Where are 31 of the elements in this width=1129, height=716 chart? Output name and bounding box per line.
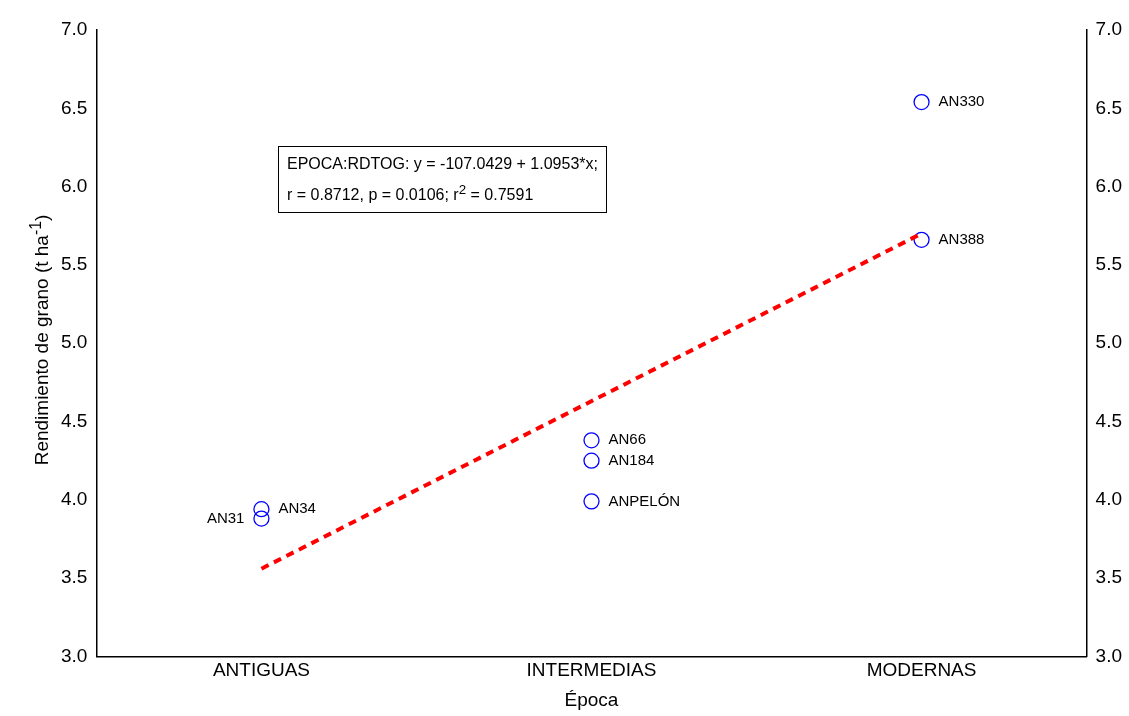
y-tick-label: 4.0 [60,488,88,510]
annotation: AN330 [938,92,985,110]
y-tick-label: 7.0 [60,18,88,40]
y2-tick-label: 3.5 [1095,566,1123,588]
annotation: ANPELÓN [608,491,681,509]
y-tick-label: 3.5 [60,566,88,588]
x-tick-label: INTERMEDIAS [526,659,657,681]
annotation: AN31 [206,508,245,526]
annotation: EPOCA:RDTOG: y = -107.0429 + 1.0953*x; [287,155,598,172]
annotation: AN34 [278,499,316,517]
y2-tick-label: 6.5 [1095,96,1123,118]
x-tick-label: ANTIGUAS [212,659,310,681]
y-tick-label: 5.5 [60,253,88,275]
y2-tick-label: 4.5 [1095,409,1123,431]
annotation: r = 0.8712, p = 0.0106; r$^{2}$ = 0.7591 [287,182,534,204]
y2-tick-label: 5.5 [1095,253,1123,275]
annotation: AN184 [608,450,655,468]
annotation: AN388 [938,229,985,247]
x-axis-title: Época [564,688,619,710]
y2-tick-label: 5.0 [1095,331,1123,353]
y2-tick-label: 7.0 [1095,18,1123,40]
y-tick-label: 6.5 [60,96,88,118]
y2-tick-label: 3.0 [1095,644,1123,666]
annotation: AN66 [608,430,647,448]
y2-tick-label: 4.0 [1095,488,1123,510]
x-tick-label: MODERNAS [866,659,977,681]
y-tick-label: 4.5 [60,409,88,431]
y-tick-label: 5.0 [60,331,88,353]
y-tick-label: 3.0 [60,644,88,666]
y2-tick-label: 6.0 [1095,174,1123,196]
y-tick-label: 6.0 [60,174,88,196]
